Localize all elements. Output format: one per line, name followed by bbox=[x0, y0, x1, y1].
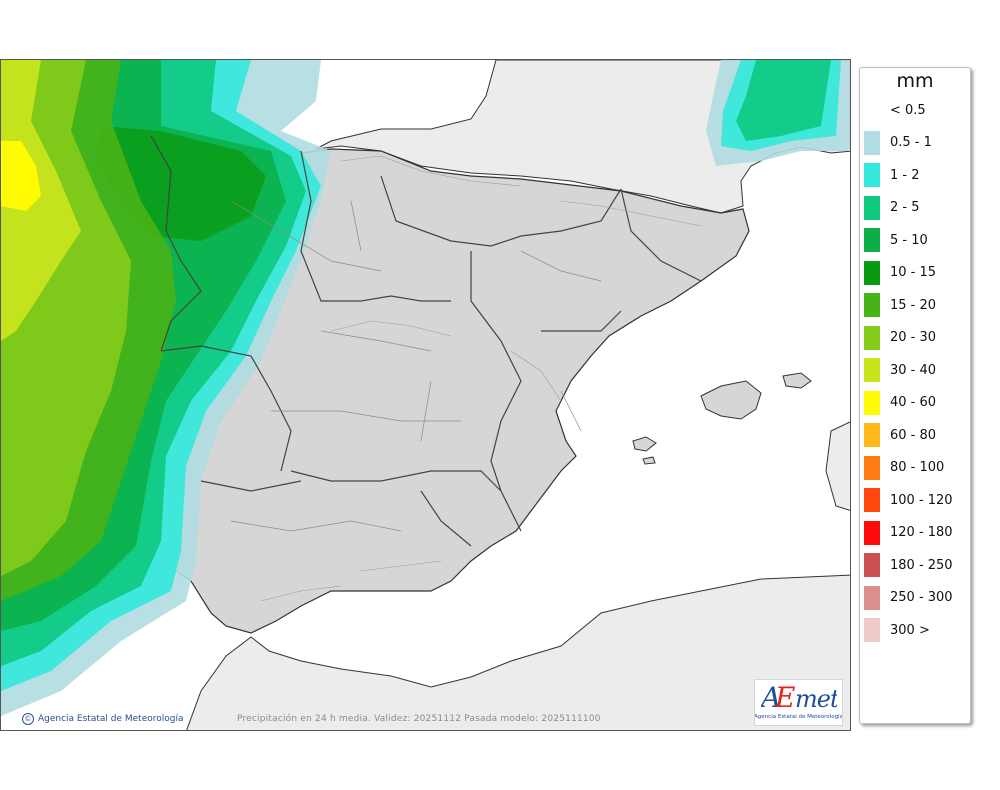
legend-label: 15 - 20 bbox=[890, 297, 937, 313]
legend-swatch bbox=[864, 358, 880, 382]
legend-label: 10 - 15 bbox=[890, 265, 937, 280]
legend-item: 250 - 300 bbox=[864, 585, 953, 610]
validity-caption: Precipitación en 24 h media. Validez: 20… bbox=[237, 714, 601, 724]
legend-swatch bbox=[864, 488, 880, 512]
precip-ne-2-5 bbox=[736, 60, 831, 141]
relief-shading bbox=[260, 155, 702, 602]
legend-swatch bbox=[864, 195, 880, 220]
province-borders bbox=[230, 200, 602, 532]
legend-swatch bbox=[864, 390, 880, 415]
legend-swatch bbox=[864, 98, 880, 122]
legend-swatch bbox=[864, 130, 880, 155]
legend-swatch bbox=[864, 553, 880, 577]
legend-item: < 0.5 bbox=[864, 98, 926, 122]
aemet-logo-mark: A E met bbox=[758, 681, 841, 714]
precipitation-map bbox=[0, 59, 851, 731]
legend-swatch bbox=[864, 618, 880, 642]
legend-item: 5 - 10 bbox=[864, 228, 928, 252]
legend-item: 1 - 2 bbox=[864, 163, 920, 187]
menorca-island bbox=[782, 372, 812, 389]
region-borders bbox=[150, 135, 702, 547]
aemet-logo-subtitle-mark: Agencia Estatal de Meteorología bbox=[754, 713, 843, 720]
legend-label: 5 - 10 bbox=[890, 232, 928, 248]
legend-item: 100 - 120 bbox=[864, 488, 953, 512]
legend-item: 2 - 5 bbox=[864, 195, 920, 220]
legend-item: 30 - 40 bbox=[864, 358, 936, 382]
legend-item: 15 - 20 bbox=[864, 293, 936, 317]
legend-label: 2 - 5 bbox=[890, 200, 920, 215]
legend-label: 100 - 120 bbox=[890, 492, 953, 508]
legend-item: 10 - 15 bbox=[864, 260, 937, 285]
legend-label: < 0.5 bbox=[890, 102, 926, 118]
precip-30-40-band bbox=[1, 60, 81, 341]
legend-item: 40 - 60 bbox=[864, 390, 937, 415]
legend-label: 300 > bbox=[890, 622, 930, 638]
svg-text:E: E bbox=[774, 681, 795, 713]
legend-item: 80 - 100 bbox=[864, 455, 945, 480]
svg-text:A: A bbox=[761, 681, 780, 713]
legend-swatch bbox=[864, 260, 880, 285]
ibiza-island bbox=[632, 436, 657, 452]
legend-label: 0.5 - 1 bbox=[890, 135, 932, 150]
legend-item: 20 - 30 bbox=[864, 325, 937, 350]
agency-credit-text: Agencia Estatal de Meteorología bbox=[38, 714, 184, 724]
legend-label: 1 - 2 bbox=[890, 167, 920, 183]
svg-text:Agencia Estatal de Meteorologí: Agencia Estatal de Meteorología bbox=[755, 713, 842, 720]
legend-item: 180 - 250 bbox=[864, 553, 953, 577]
africa-landmass bbox=[186, 574, 850, 730]
aemet-logo-wordmark: A E met bbox=[758, 681, 841, 720]
legend-unit: mm bbox=[896, 70, 934, 92]
legend-label: 80 - 100 bbox=[890, 460, 945, 475]
legend-label: 30 - 40 bbox=[890, 362, 937, 378]
legend-label: 250 - 300 bbox=[890, 590, 953, 605]
legend-label: 60 - 80 bbox=[890, 427, 937, 443]
legend-label: 120 - 180 bbox=[890, 525, 953, 540]
copyright-icon: © bbox=[22, 713, 34, 725]
legend-swatch bbox=[864, 423, 880, 447]
legend-item: 300 > bbox=[864, 618, 930, 642]
aemet-logo-subtitle: Agencia Estatal de Meteorología bbox=[754, 712, 843, 722]
legend-swatch bbox=[864, 163, 880, 187]
legend-label: 40 - 60 bbox=[890, 395, 937, 410]
legend-label: 20 - 30 bbox=[890, 330, 937, 345]
aemet-logo: A E met Agencia Estatal de Meteorología bbox=[754, 679, 843, 726]
legend-swatch bbox=[864, 228, 880, 252]
legend-label: 180 - 250 bbox=[890, 557, 953, 573]
agency-credit: © Agencia Estatal de Meteorología bbox=[22, 713, 184, 725]
legend-swatch bbox=[864, 325, 880, 350]
legend-swatch bbox=[864, 520, 880, 545]
legend-swatch bbox=[864, 585, 880, 610]
sardinia-landmass bbox=[825, 421, 850, 511]
map-canvas bbox=[1, 60, 850, 730]
mallorca-island bbox=[700, 380, 762, 420]
legend-item: 120 - 180 bbox=[864, 520, 953, 545]
legend-swatch bbox=[864, 293, 880, 317]
svg-text:met: met bbox=[795, 685, 837, 713]
precipitation-legend: mm < 0.5 0.5 - 1 1 - 2 2 - 5 5 - 10 10 - 15 15… bbox=[859, 67, 971, 724]
legend-swatch bbox=[864, 455, 880, 480]
legend-item: 0.5 - 1 bbox=[864, 130, 932, 155]
precip-40-60-band bbox=[1, 141, 41, 211]
formentera-island bbox=[642, 456, 656, 465]
legend-item: 60 - 80 bbox=[864, 423, 936, 447]
